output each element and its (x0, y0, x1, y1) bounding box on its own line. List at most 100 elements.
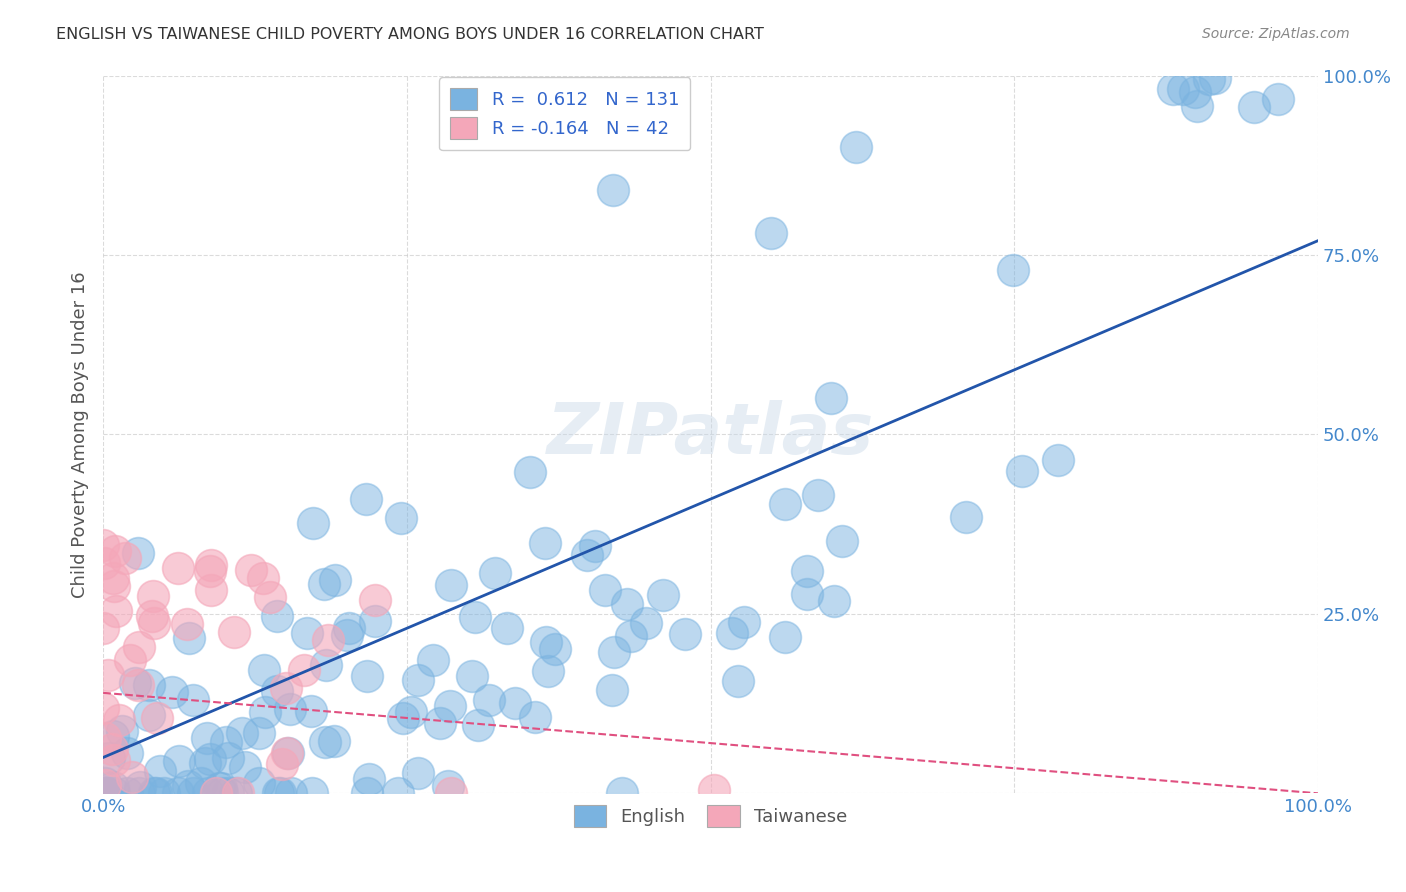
Point (94, 786, 117, 800)
Point (217, 751, 239, 765)
Point (108, 713, 131, 727)
Point (406, 673, 429, 687)
Point (149, 764, 172, 778)
Point (301, 786, 323, 800)
Point (761, 227, 783, 241)
Point (1185, 99, 1208, 113)
Point (1011, 464, 1033, 478)
Point (225, 786, 247, 800)
Point (523, 709, 546, 723)
Point (176, 617, 198, 632)
Point (478, 692, 501, 706)
Point (733, 615, 755, 629)
Point (484, 566, 506, 580)
Point (194, 756, 217, 770)
Point (181, 693, 204, 707)
Point (115, 746, 138, 760)
Point (406, 765, 429, 780)
Point (314, 577, 336, 591)
Point (323, 574, 346, 588)
Point (399, 705, 422, 719)
Point (359, 772, 381, 786)
Point (167, 561, 190, 575)
Point (616, 597, 638, 611)
Point (93, 701, 115, 715)
Point (138, 707, 160, 722)
Point (266, 683, 288, 698)
Point (96, 786, 118, 800)
Point (534, 634, 557, 648)
Point (211, 786, 233, 800)
Point (440, 577, 463, 591)
Point (142, 589, 165, 603)
Point (101, 780, 124, 795)
Point (253, 663, 276, 677)
Point (576, 548, 599, 562)
Point (440, 786, 463, 800)
Point (198, 752, 221, 766)
Text: Source: ZipAtlas.com: Source: ZipAtlas.com (1202, 27, 1350, 41)
Point (98, 751, 121, 765)
Point (544, 642, 567, 657)
Point (363, 614, 385, 628)
Point (259, 591, 281, 605)
Point (104, 543, 127, 558)
Point (103, 786, 125, 800)
Point (179, 631, 201, 645)
Point (610, 786, 633, 800)
Point (467, 718, 489, 732)
Point (831, 534, 853, 549)
Point (1243, 100, 1265, 114)
Point (1161, 82, 1184, 96)
Point (247, 726, 270, 740)
Point (162, 685, 184, 699)
Point (142, 786, 165, 800)
Point (103, 753, 125, 767)
Point (602, 183, 624, 197)
Point (314, 735, 336, 749)
Point (356, 668, 378, 682)
Y-axis label: Child Poverty Among Boys Under 16: Child Poverty Among Boys Under 16 (72, 271, 89, 598)
Point (422, 653, 444, 667)
Point (392, 711, 415, 725)
Point (204, 786, 226, 800)
Point (94, 731, 117, 745)
Point (101, 571, 124, 585)
Point (823, 593, 845, 607)
Point (128, 640, 150, 654)
Point (387, 786, 409, 800)
Point (198, 565, 221, 579)
Point (142, 616, 165, 631)
Point (183, 786, 205, 800)
Point (280, 786, 302, 800)
Point (634, 616, 657, 631)
Point (231, 725, 253, 739)
Point (195, 731, 218, 745)
Point (429, 715, 451, 730)
Point (209, 780, 232, 795)
Point (276, 747, 298, 761)
Point (278, 702, 301, 716)
Point (796, 564, 818, 578)
Point (226, 786, 249, 800)
Point (208, 780, 231, 795)
Point (299, 704, 322, 718)
Point (274, 681, 297, 695)
Point (620, 629, 643, 643)
Point (593, 583, 616, 598)
Point (796, 587, 818, 601)
Point (297, 626, 319, 640)
Point (97, 667, 120, 681)
Point (496, 621, 519, 635)
Point (266, 609, 288, 624)
Point (603, 645, 626, 659)
Point (177, 780, 200, 794)
Point (200, 558, 222, 573)
Point (141, 609, 163, 624)
Point (1002, 263, 1025, 277)
Point (673, 627, 696, 641)
Point (103, 729, 125, 743)
Point (315, 658, 337, 673)
Point (94, 786, 117, 800)
Point (294, 663, 316, 677)
